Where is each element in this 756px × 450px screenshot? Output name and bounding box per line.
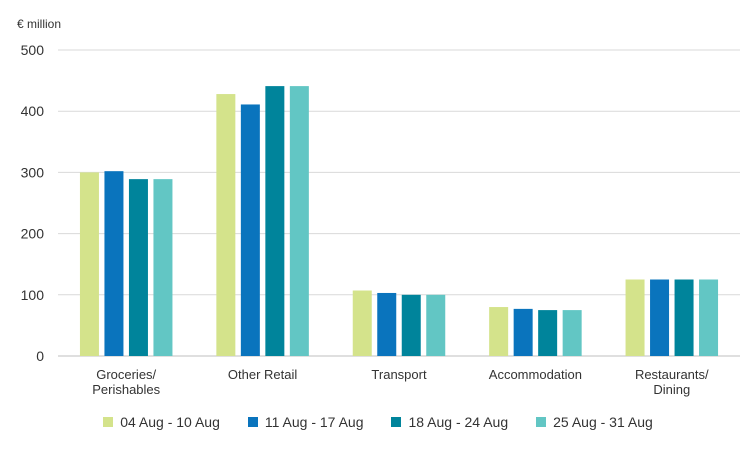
y-axis-unit-label: € million (17, 17, 62, 31)
y-tick-label: 500 (21, 42, 45, 58)
y-tick-label: 200 (21, 226, 45, 242)
legend-label: 11 Aug - 17 Aug (264, 414, 364, 430)
x-tick-label: Transport (371, 367, 427, 382)
legend-item: 25 Aug - 31 Aug (536, 414, 653, 430)
legend-swatch (536, 417, 547, 427)
y-tick-label: 400 (21, 103, 45, 119)
bar (562, 310, 582, 356)
bar (650, 279, 670, 356)
bar-chart: 0 100 200 300 400 500 Groceries/Perishables Ot… (21, 42, 740, 397)
legend-swatch (391, 417, 402, 427)
bar (128, 179, 148, 356)
legend-label: 25 Aug - 31 Aug (553, 414, 653, 430)
bar (352, 290, 372, 356)
y-tick-label: 0 (36, 348, 44, 364)
bar (538, 310, 558, 356)
bar (289, 86, 309, 356)
legend-swatch (247, 417, 258, 427)
legend: 04 Aug - 10 Aug 11 Aug - 17 Aug 18 Aug - 2… (0, 414, 756, 430)
bars (79, 86, 719, 357)
bar (699, 279, 719, 356)
x-tick-label: Restaurants/Dining (635, 367, 709, 397)
bar (240, 104, 260, 356)
x-tick-label: Accommodation (489, 367, 582, 382)
legend-swatch (103, 417, 114, 427)
y-tick-label: 300 (21, 164, 45, 180)
bar (79, 172, 99, 356)
bar (489, 307, 509, 356)
x-axis-labels: Groceries/Perishables Other Retail Transpo… (92, 367, 709, 397)
bar (401, 294, 421, 356)
legend-item: 04 Aug - 10 Aug (103, 414, 220, 430)
bar (104, 171, 124, 356)
bar (625, 279, 645, 356)
legend-label: 18 Aug - 24 Aug (408, 414, 509, 430)
bar (426, 294, 446, 356)
y-tick-label: 100 (21, 287, 45, 303)
bar (377, 292, 397, 356)
bar (513, 308, 533, 356)
bar (216, 94, 236, 357)
y-axis-ticks: 0 100 200 300 400 500 (21, 42, 45, 364)
legend-label: 04 Aug - 10 Aug (120, 414, 220, 430)
legend-item: 11 Aug - 17 Aug (247, 414, 364, 430)
legend-item: 18 Aug - 24 Aug (391, 414, 508, 430)
x-tick-label: Groceries/Perishables (92, 367, 160, 397)
x-tick-label: Other Retail (228, 367, 297, 382)
bar (153, 179, 173, 356)
bar (265, 86, 285, 356)
bar (674, 279, 694, 356)
